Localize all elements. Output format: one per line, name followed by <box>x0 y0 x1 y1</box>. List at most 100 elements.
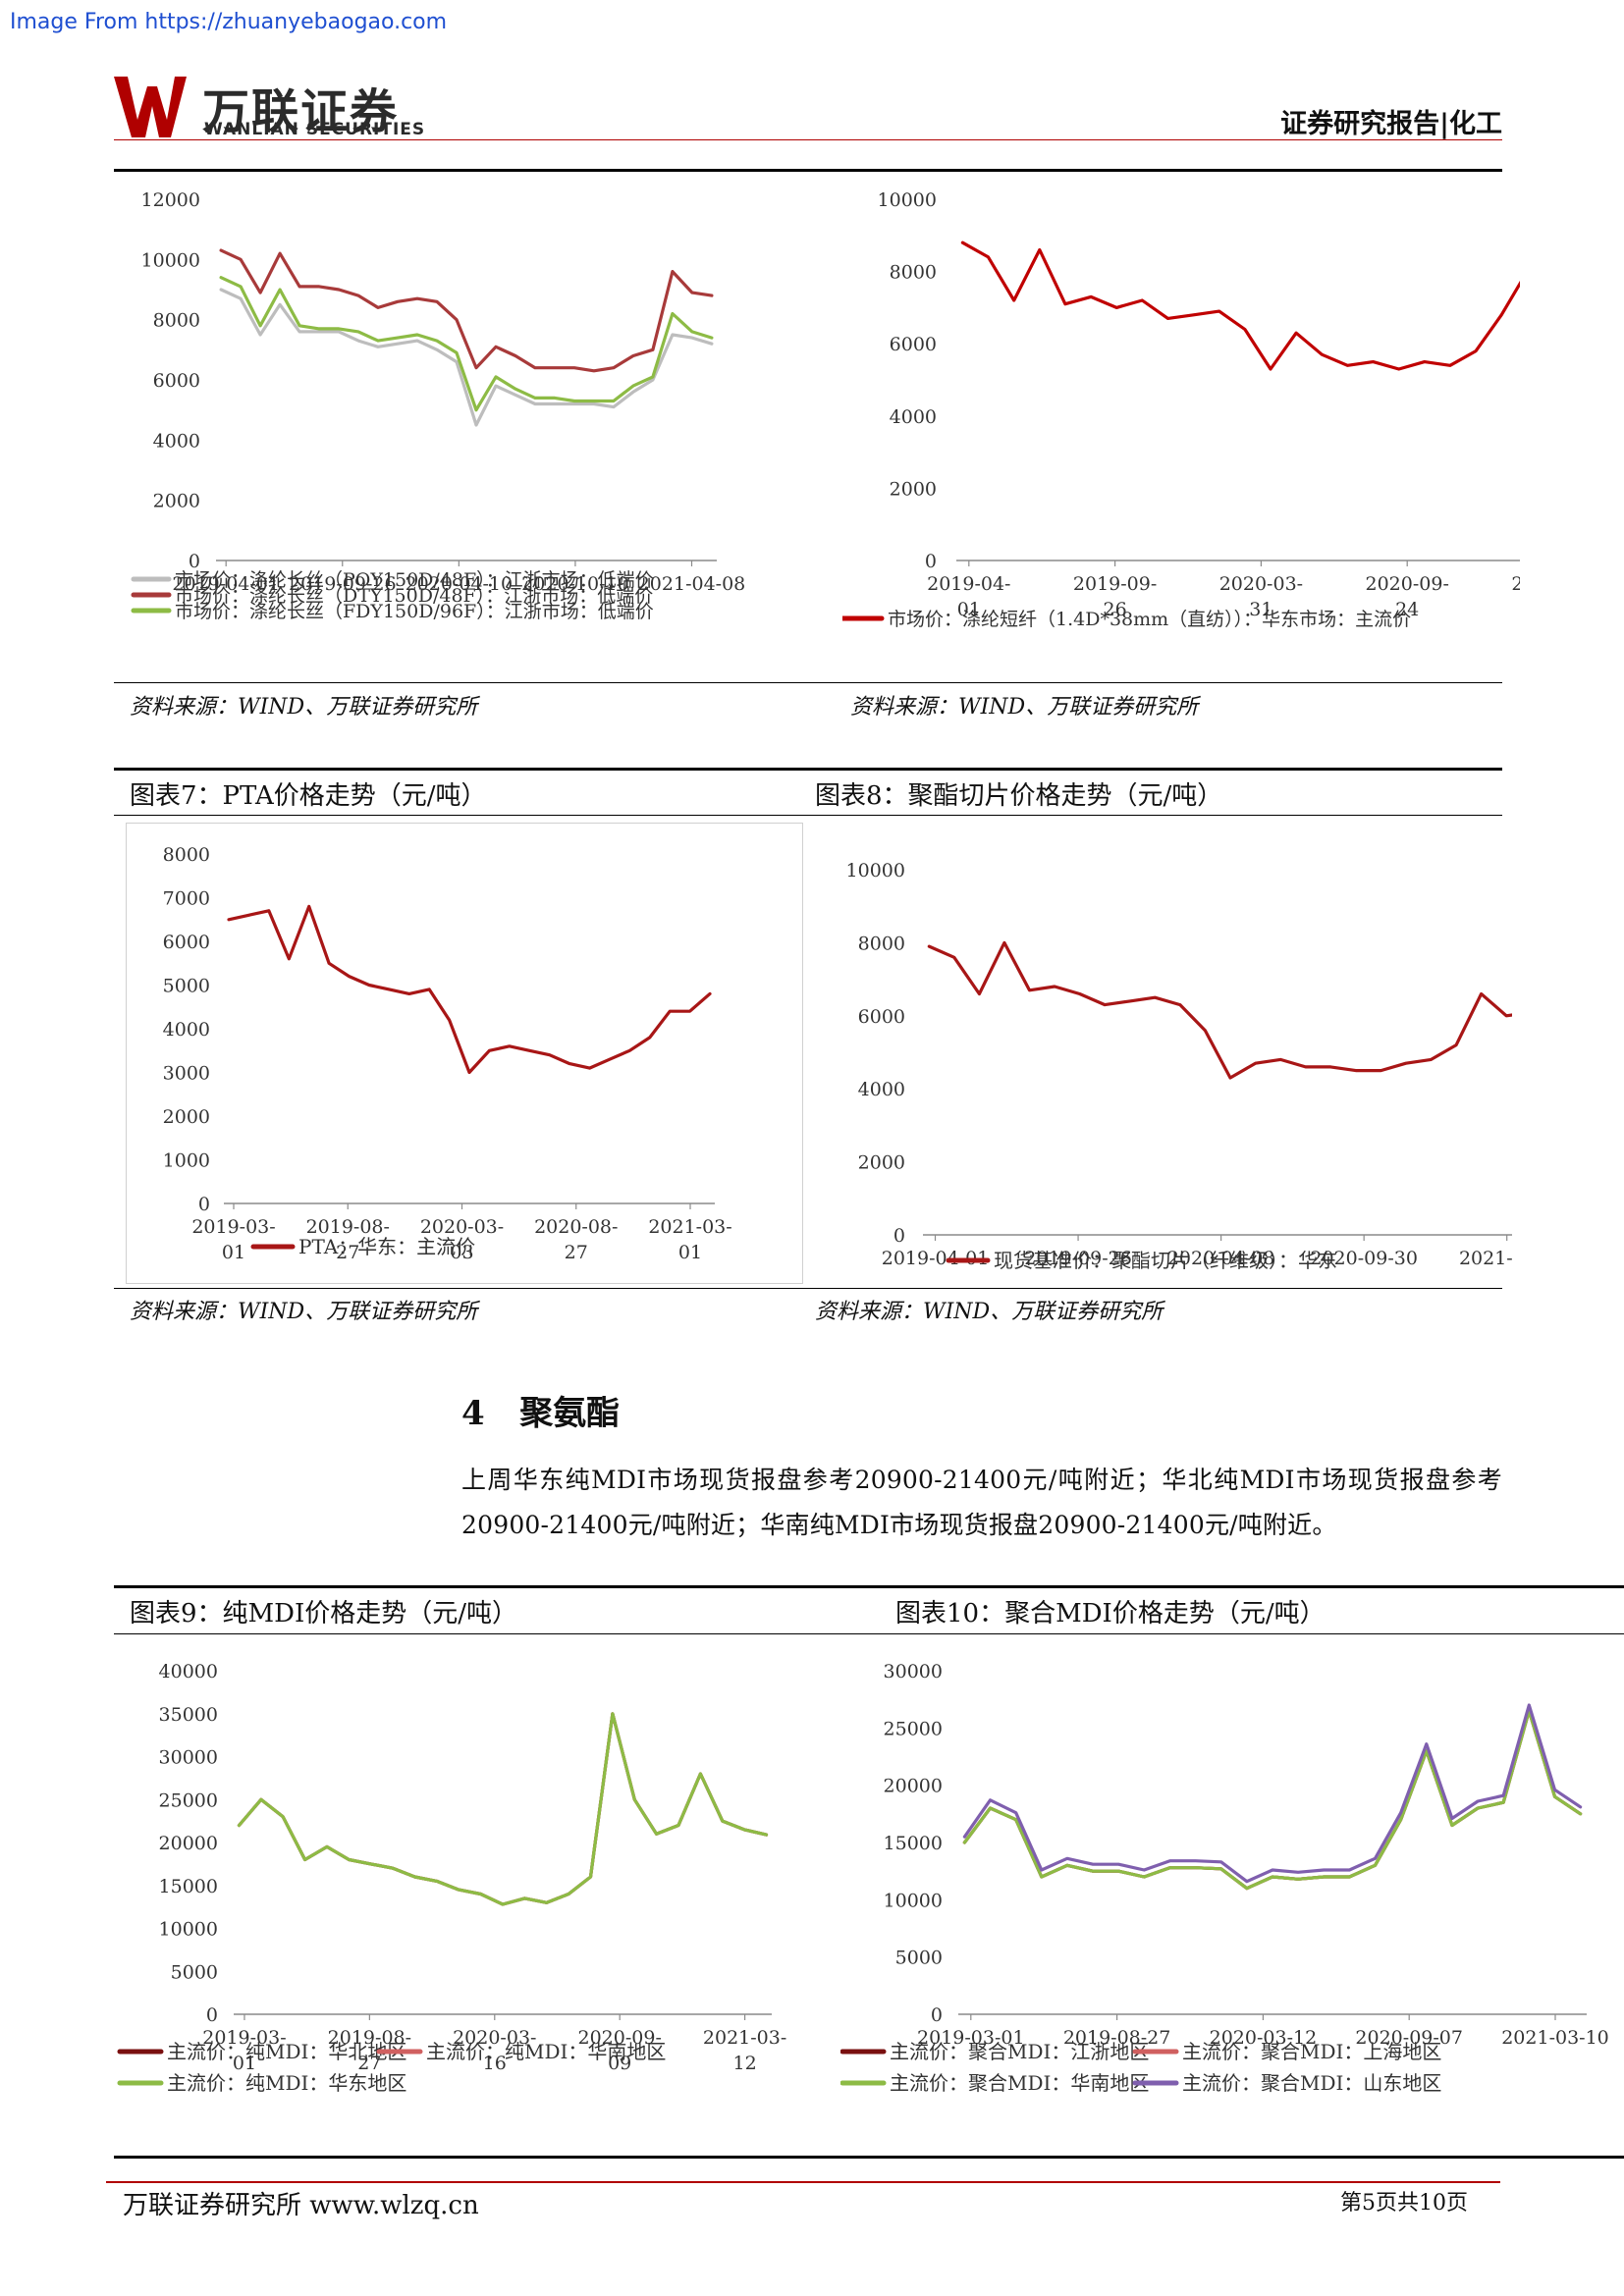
chart-pta: 0 1000 2000 3000 4000 5000 6000 7000 8000 2019-03… <box>126 823 803 1284</box>
legend-label: 主流价：纯MDI：华南地区 <box>426 2040 666 2063</box>
y-tick-label: 4000 <box>858 1079 905 1100</box>
legend-label: 主流价：聚合MDI：华南地区 <box>890 2071 1149 2095</box>
x-tick-label: 2019-09-26 <box>289 573 397 595</box>
x-tick-label: 2020-03-12 <box>1210 2027 1318 2049</box>
x-tick-label: 09 <box>608 2053 631 2074</box>
y-tick-label: 15000 <box>159 1876 218 1897</box>
series-line <box>219 248 714 373</box>
y-tick-label: 20000 <box>884 1776 943 1797</box>
series-line <box>219 276 714 412</box>
logo-text-en: WANLIAN SECURITIES <box>204 120 426 139</box>
x-tick-label: 03 <box>450 1242 473 1263</box>
wanlian-logo-mark <box>114 77 187 137</box>
footer-rule <box>106 2181 1500 2183</box>
bottom-block-top-rule <box>114 1585 1624 1588</box>
chart-polyester-short-fiber: 0 2000 4000 6000 8000 10000 2019-04- 01 2019-09-… <box>842 189 1520 630</box>
mid-block-bottom-rule <box>114 1288 1502 1289</box>
x-tick-label: 2019-09- <box>1073 573 1157 595</box>
x-tick-label: 2020-09-07 <box>1355 2027 1463 2049</box>
x-tick-label: 2020-03- <box>453 2027 536 2049</box>
x-tick-label: 2019-08- <box>306 1216 390 1238</box>
y-tick-label: 25000 <box>884 1718 943 1739</box>
legend-label: 主流价：聚合MDI：上海地区 <box>1182 2040 1441 2063</box>
x-tick-label: 26 <box>1104 599 1127 620</box>
y-tick-label: 10000 <box>846 860 905 881</box>
y-tick-label: 8000 <box>890 262 937 284</box>
y-tick-label: 2000 <box>858 1152 905 1174</box>
x-tick-label: 27 <box>336 1242 359 1263</box>
y-tick-label: 4000 <box>890 406 937 428</box>
y-tick-label: 6000 <box>163 932 210 953</box>
y-tick-label: 7000 <box>163 888 210 910</box>
section-paragraph: 上周华东纯MDI市场现货报盘参考20900-21400元/吨附近；华北纯MDI市… <box>461 1466 1502 1539</box>
bottom-block-title-rule <box>114 1633 1624 1634</box>
y-tick-label: 30000 <box>159 1747 218 1769</box>
y-tick-label: 0 <box>198 1194 210 1215</box>
legend-label: 主流价：聚合MDI：山东地区 <box>1182 2071 1441 2095</box>
y-tick-label: 20000 <box>159 1833 218 1854</box>
x-tick-label: 2020-08- <box>534 1216 618 1238</box>
x-tick-label: 2019-03- <box>202 2027 286 2049</box>
chart-polymeric-mdi: 0 5000 10000 15000 20000 25000 30000 2019-03-01… <box>840 1661 1609 2095</box>
series-line <box>960 240 1520 371</box>
series-line <box>227 904 712 1075</box>
section-title: 聚氨酯 <box>519 1394 621 1433</box>
y-tick-label: 5000 <box>171 1961 218 1983</box>
x-tick-label: 2021-04-08 <box>638 573 746 595</box>
y-tick-label: 5000 <box>895 1948 943 1969</box>
x-tick-label: 2020-09- <box>1366 573 1449 595</box>
x-tick-label: 2020-03- <box>1219 573 1303 595</box>
y-tick-label: 6000 <box>890 334 937 355</box>
figure-source: 资料来源：WIND、万联证券研究所 <box>130 695 478 720</box>
mid-block-top-rule <box>114 768 1502 771</box>
x-tick-label: 01 <box>222 1242 245 1263</box>
figure-title: 图表7：PTA价格走势（元/吨） <box>130 781 487 811</box>
legend-label: 主流价：纯MDI：华北地区 <box>167 2040 406 2063</box>
y-tick-label: 2000 <box>163 1106 210 1128</box>
x-tick-label: 2019-08- <box>328 2027 411 2049</box>
x-tick-label: 01 <box>957 599 981 620</box>
x-tick-label: 2021-03- <box>703 2027 786 2049</box>
y-tick-label: 8000 <box>858 933 905 954</box>
section-heading: 4 聚氨酯 <box>461 1386 620 1434</box>
x-tick-label: 2019-08-27 <box>1063 2027 1171 2049</box>
x-tick-label: 2021-03- <box>1511 573 1520 595</box>
x-tick-label: 2020-10-10 <box>521 573 629 595</box>
x-tick-label: 27 <box>357 2053 381 2074</box>
x-tick-label: 01 <box>678 1242 702 1263</box>
x-tick-label: 2019-04- <box>927 573 1010 595</box>
legend-label: 主流价：聚合MDI：江浙地区 <box>890 2040 1149 2063</box>
legend-label: 市场价：涤纶长丝（POY150D/48F）：江浙市场：低端价 <box>175 569 654 591</box>
x-tick-label: 2019-04-01 <box>172 573 280 595</box>
x-tick-label: 2020-03- <box>420 1216 504 1238</box>
chart-polyester-filament: 0 2000 4000 6000 8000 10000 12000 2019-04-01 201… <box>131 189 746 622</box>
y-tick-label: 10000 <box>884 1890 943 1911</box>
legend-label: 市场价：涤纶长丝（FDY150D/96F）：江浙市场：低端价 <box>175 601 654 622</box>
x-tick-label: 2021-03- <box>648 1216 731 1238</box>
y-tick-label: 0 <box>931 2004 943 2026</box>
y-tick-label: 35000 <box>159 1704 218 1726</box>
y-tick-label: 1000 <box>163 1150 210 1172</box>
figure-source: 资料来源：WIND、万联证券研究所 <box>130 1300 478 1324</box>
y-tick-label: 12000 <box>141 189 200 211</box>
y-tick-label: 6000 <box>153 370 200 392</box>
series-line <box>927 940 1512 1080</box>
x-tick-label: 27 <box>565 1242 588 1263</box>
y-tick-label: 40000 <box>159 1661 218 1682</box>
legend-label: 市场价：涤纶长丝（DTY150D/48F）：江浙市场：低端价 <box>175 585 653 607</box>
figure-source: 资料来源：WIND、万联证券研究所 <box>850 695 1199 720</box>
figure-source: 资料来源：WIND、万联证券研究所 <box>815 1300 1164 1324</box>
bottom-block-bottom-rule <box>114 2156 1624 2159</box>
y-tick-label: 0 <box>925 551 937 572</box>
series-line <box>962 1703 1583 1884</box>
y-tick-label: 0 <box>206 2004 218 2026</box>
header-rule <box>114 139 1502 140</box>
mid-block-title-rule <box>114 815 1502 816</box>
y-tick-label: 3000 <box>163 1063 210 1085</box>
series-line <box>237 1712 769 1906</box>
x-tick-label: 12 <box>733 2053 757 2074</box>
figure-title: 图表9：纯MDI价格走势（元/吨） <box>130 1599 518 1629</box>
legend-label: 市场价：涤纶短纤（1.4D*38mm（直纺））：华东市场：主流价 <box>888 609 1411 630</box>
footer-org-site: 万联证券研究所 www.wlzq.cn <box>123 2191 479 2220</box>
x-tick-label: 2020-09- <box>578 2027 662 2049</box>
